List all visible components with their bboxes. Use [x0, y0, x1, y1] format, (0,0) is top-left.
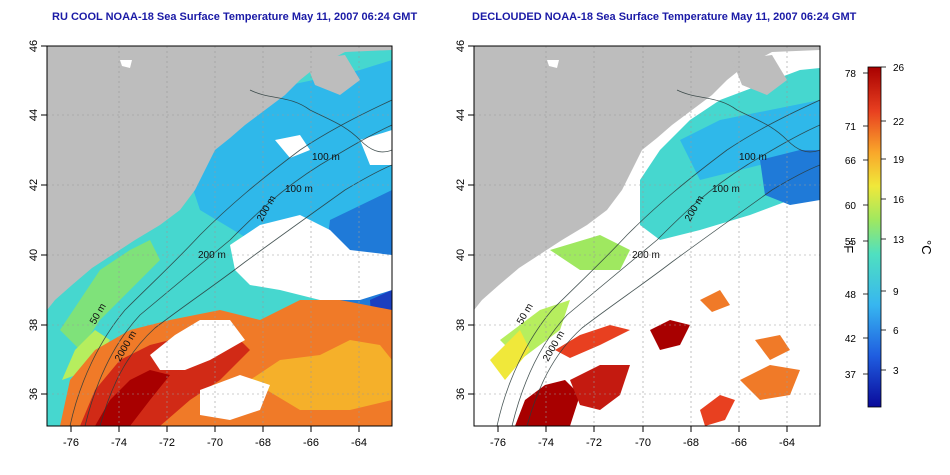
contour-label: 100 m	[285, 184, 313, 195]
fahrenheit-tick-label: 71	[845, 122, 857, 133]
lat-tick-label: 36	[28, 388, 40, 400]
contour-label: 200 m	[632, 250, 660, 261]
fahrenheit-tick-label: 37	[845, 370, 857, 381]
lon-tick-label: -72	[159, 437, 175, 449]
fahrenheit-tick-label: 78	[845, 69, 857, 80]
celsius-unit-label: °C	[919, 240, 934, 255]
lon-tick-label: -70	[207, 437, 223, 449]
celsius-tick-label: 22	[893, 117, 905, 128]
lat-tick-label: 42	[455, 179, 467, 191]
lon-tick-label: -68	[255, 437, 271, 449]
colorbar-ticks: 78 71 66 60 55 48 42 37 26 22 19 16 13 9 6 3	[845, 63, 905, 381]
lat-tick-label: 38	[455, 319, 467, 331]
celsius-tick-label: 19	[893, 155, 905, 166]
left-map-frame	[46, 45, 393, 427]
lon-tick-label: -72	[586, 437, 602, 449]
contour-label: 200 m	[198, 250, 226, 261]
map-axes: -76 -74 -72 -70 -68 -66 -64 46 44 42 40 38 36 -76 -74 -…	[28, 40, 795, 449]
lon-tick-label: -74	[111, 437, 127, 449]
left-map	[47, 46, 392, 426]
fahrenheit-tick-label: 66	[845, 156, 857, 167]
lat-tick-label: 38	[28, 319, 40, 331]
celsius-tick-label: 6	[893, 326, 899, 337]
lat-tick-label: 40	[455, 249, 467, 261]
lon-tick-label: -66	[731, 437, 747, 449]
lon-tick-label: -66	[303, 437, 319, 449]
lat-tick-label: 36	[455, 388, 467, 400]
lat-tick-label: 40	[28, 249, 40, 261]
lat-tick-label: 46	[28, 40, 40, 52]
right-panel-title: DECLOUDED NOAA-18 Sea Surface Temperatur…	[472, 11, 857, 23]
lon-tick-label: -76	[63, 437, 79, 449]
celsius-tick-label: 9	[893, 287, 899, 298]
celsius-tick-label: 13	[893, 235, 905, 246]
fahrenheit-unit-label: °F	[841, 240, 856, 253]
right-map-frame	[473, 45, 821, 427]
lon-tick-label: -74	[538, 437, 554, 449]
contour-label: 100 m	[739, 152, 767, 163]
fahrenheit-tick-label: 55	[845, 237, 857, 248]
lon-tick-label: -64	[779, 437, 795, 449]
right-map	[474, 46, 820, 426]
left-panel-title: RU COOL NOAA-18 Sea Surface Temperature …	[52, 11, 418, 23]
lon-tick-label: -70	[635, 437, 651, 449]
lat-tick-label: 42	[28, 179, 40, 191]
land-mass	[474, 46, 820, 310]
lat-tick-label: 44	[28, 109, 40, 121]
lon-tick-label: -76	[490, 437, 506, 449]
celsius-tick-label: 3	[893, 366, 899, 377]
fahrenheit-tick-label: 60	[845, 201, 857, 212]
temperature-colorbar	[867, 66, 882, 408]
lon-tick-label: -68	[683, 437, 699, 449]
contour-label: 100 m	[712, 184, 740, 195]
fahrenheit-tick-label: 42	[845, 334, 857, 345]
lon-tick-label: -64	[351, 437, 367, 449]
lat-tick-label: 46	[455, 40, 467, 52]
celsius-tick-label: 26	[893, 63, 905, 74]
lat-tick-label: 44	[455, 109, 467, 121]
land-mass	[47, 46, 392, 310]
fahrenheit-tick-label: 48	[845, 290, 857, 301]
contour-label: 100 m	[312, 152, 340, 163]
celsius-tick-label: 16	[893, 195, 905, 206]
